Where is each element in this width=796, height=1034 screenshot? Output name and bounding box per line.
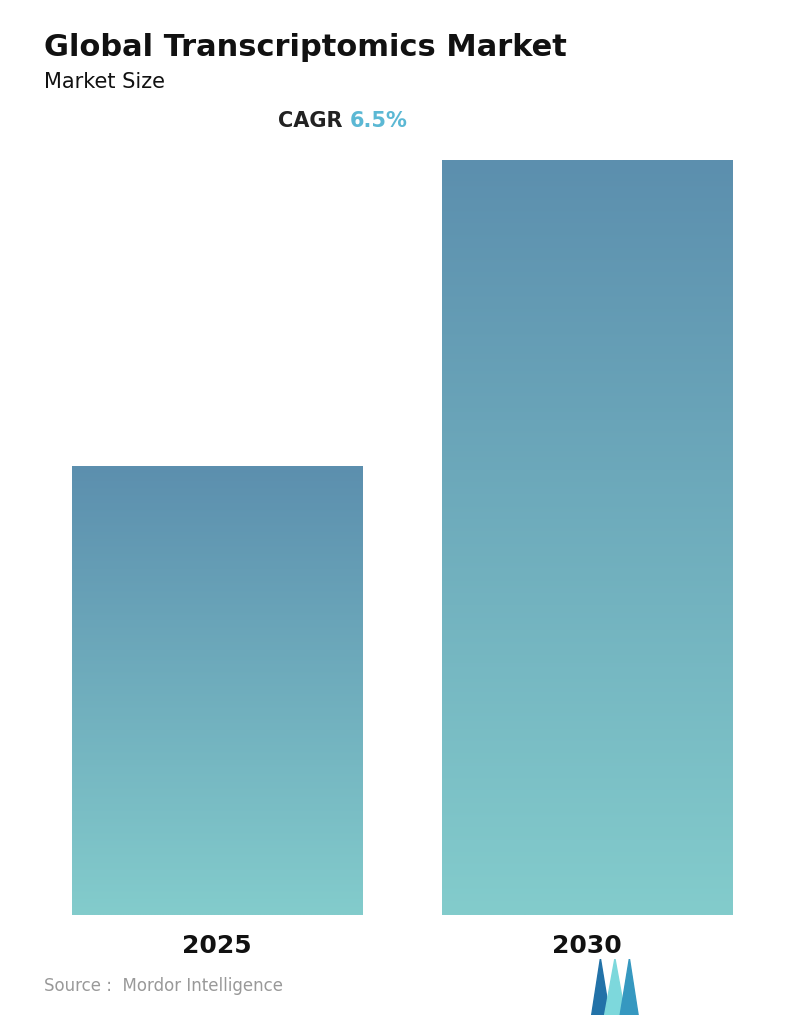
Polygon shape xyxy=(591,959,610,1015)
Text: CAGR: CAGR xyxy=(279,111,350,130)
Text: Source :  Mordor Intelligence: Source : Mordor Intelligence xyxy=(44,977,283,995)
Text: Global Transcriptomics Market: Global Transcriptomics Market xyxy=(44,33,567,62)
Text: Market Size: Market Size xyxy=(44,72,165,92)
Text: 2025: 2025 xyxy=(182,934,252,957)
Polygon shape xyxy=(620,959,638,1015)
Text: 2030: 2030 xyxy=(552,934,622,957)
Polygon shape xyxy=(605,959,625,1015)
Text: 6.5%: 6.5% xyxy=(350,111,408,130)
